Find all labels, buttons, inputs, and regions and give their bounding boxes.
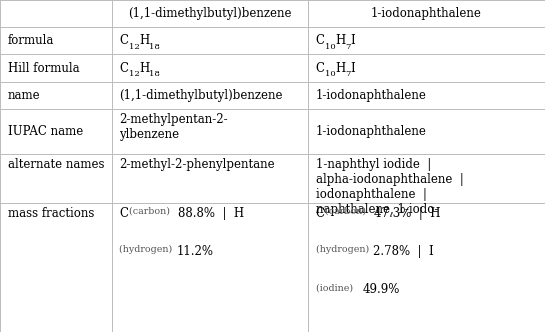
Text: 10: 10: [325, 43, 336, 51]
Text: C: C: [316, 207, 325, 219]
Text: I: I: [350, 61, 355, 75]
Text: 49.9%: 49.9%: [362, 284, 399, 296]
Text: 18: 18: [149, 70, 160, 78]
Text: 10: 10: [325, 70, 336, 78]
Text: C: C: [119, 207, 129, 219]
Text: formula: formula: [8, 34, 54, 47]
Text: 88.8%  |  H: 88.8% | H: [178, 207, 244, 219]
Text: 47.3%  |  H: 47.3% | H: [374, 207, 441, 219]
Text: C: C: [316, 61, 325, 75]
Text: IUPAC name: IUPAC name: [8, 125, 83, 138]
Text: 1-iodonaphthalene: 1-iodonaphthalene: [371, 7, 482, 20]
Text: 7: 7: [345, 43, 350, 51]
Text: C: C: [316, 34, 325, 47]
Text: H: H: [140, 61, 150, 75]
Text: (1,1-dimethylbutyl)benzene: (1,1-dimethylbutyl)benzene: [119, 89, 283, 102]
Text: 1-iodonaphthalene: 1-iodonaphthalene: [316, 89, 426, 102]
Text: mass fractions: mass fractions: [8, 207, 94, 219]
Text: 2.78%  |  I: 2.78% | I: [373, 245, 433, 258]
Text: Hill formula: Hill formula: [8, 61, 79, 75]
Text: (carbon): (carbon): [322, 207, 370, 215]
Text: 18: 18: [149, 43, 160, 51]
Text: H: H: [336, 61, 346, 75]
Text: (iodine): (iodine): [316, 284, 356, 292]
Text: I: I: [350, 34, 355, 47]
Text: 1-naphthyl iodide  |
alpha-iodonaphthalene  |
iodonaphthalene  |
naphthalene, 1-: 1-naphthyl iodide | alpha-iodonaphthalen…: [316, 158, 463, 216]
Text: 11.2%: 11.2%: [177, 245, 213, 258]
Text: (carbon): (carbon): [126, 207, 173, 215]
Text: 12: 12: [129, 43, 140, 51]
Text: 2-methyl-2-phenylpentane: 2-methyl-2-phenylpentane: [119, 158, 275, 171]
Text: 1-iodonaphthalene: 1-iodonaphthalene: [316, 125, 426, 138]
Text: 12: 12: [129, 70, 140, 78]
Text: (1,1-dimethylbutyl)benzene: (1,1-dimethylbutyl)benzene: [128, 7, 292, 20]
Text: C: C: [119, 61, 129, 75]
Text: 7: 7: [345, 70, 350, 78]
Text: 2-methylpentan-2-
ylbenzene: 2-methylpentan-2- ylbenzene: [119, 113, 228, 141]
Text: H: H: [336, 34, 346, 47]
Text: C: C: [119, 34, 129, 47]
Text: H: H: [140, 34, 150, 47]
Text: alternate names: alternate names: [8, 158, 104, 171]
Text: (hydrogen): (hydrogen): [316, 245, 372, 254]
Text: name: name: [8, 89, 40, 102]
Text: (hydrogen): (hydrogen): [119, 245, 175, 254]
